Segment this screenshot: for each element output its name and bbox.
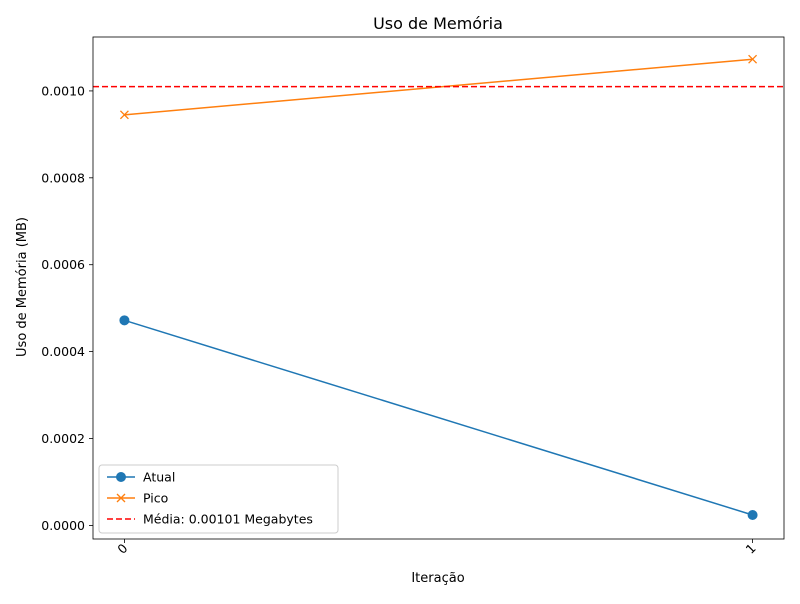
data-point-pico [119,110,129,120]
y-tick-label: 0.0004 [41,344,85,359]
data-point-pico [748,54,758,64]
chart-legend: Atual Pico Média: 0.00101 Megabytes [98,464,339,534]
data-point-atual [119,315,130,326]
y-axis-label: Uso de Memória (MB) [15,217,30,357]
legend-label-mean: Média: 0.00101 Megabytes [143,512,313,527]
legend-box [98,464,339,534]
legend-label-pico: Pico [143,491,168,506]
y-tick-label: 0.0002 [41,431,85,446]
series-line-atual [124,319,753,516]
y-tick-label: 0.0000 [41,518,85,533]
legend-marker-atual [116,472,126,482]
data-point-pico-stroke-b [748,54,758,64]
data-point-atual [747,509,758,520]
legend-label-atual: Atual [143,470,175,485]
chart-title: Uso de Memória [373,14,503,33]
plot-frame [92,36,785,540]
x-axis-label: Iteração [411,571,464,586]
data-point-pico-stroke-b [119,110,129,120]
legend-marker-pico [116,493,126,503]
y-tick-label: 0.0006 [41,257,85,272]
y-tick-label: 0.0008 [41,170,85,185]
y-tick-label: 0.0010 [41,83,85,98]
legend-marker-pico-stroke-b [116,493,126,503]
